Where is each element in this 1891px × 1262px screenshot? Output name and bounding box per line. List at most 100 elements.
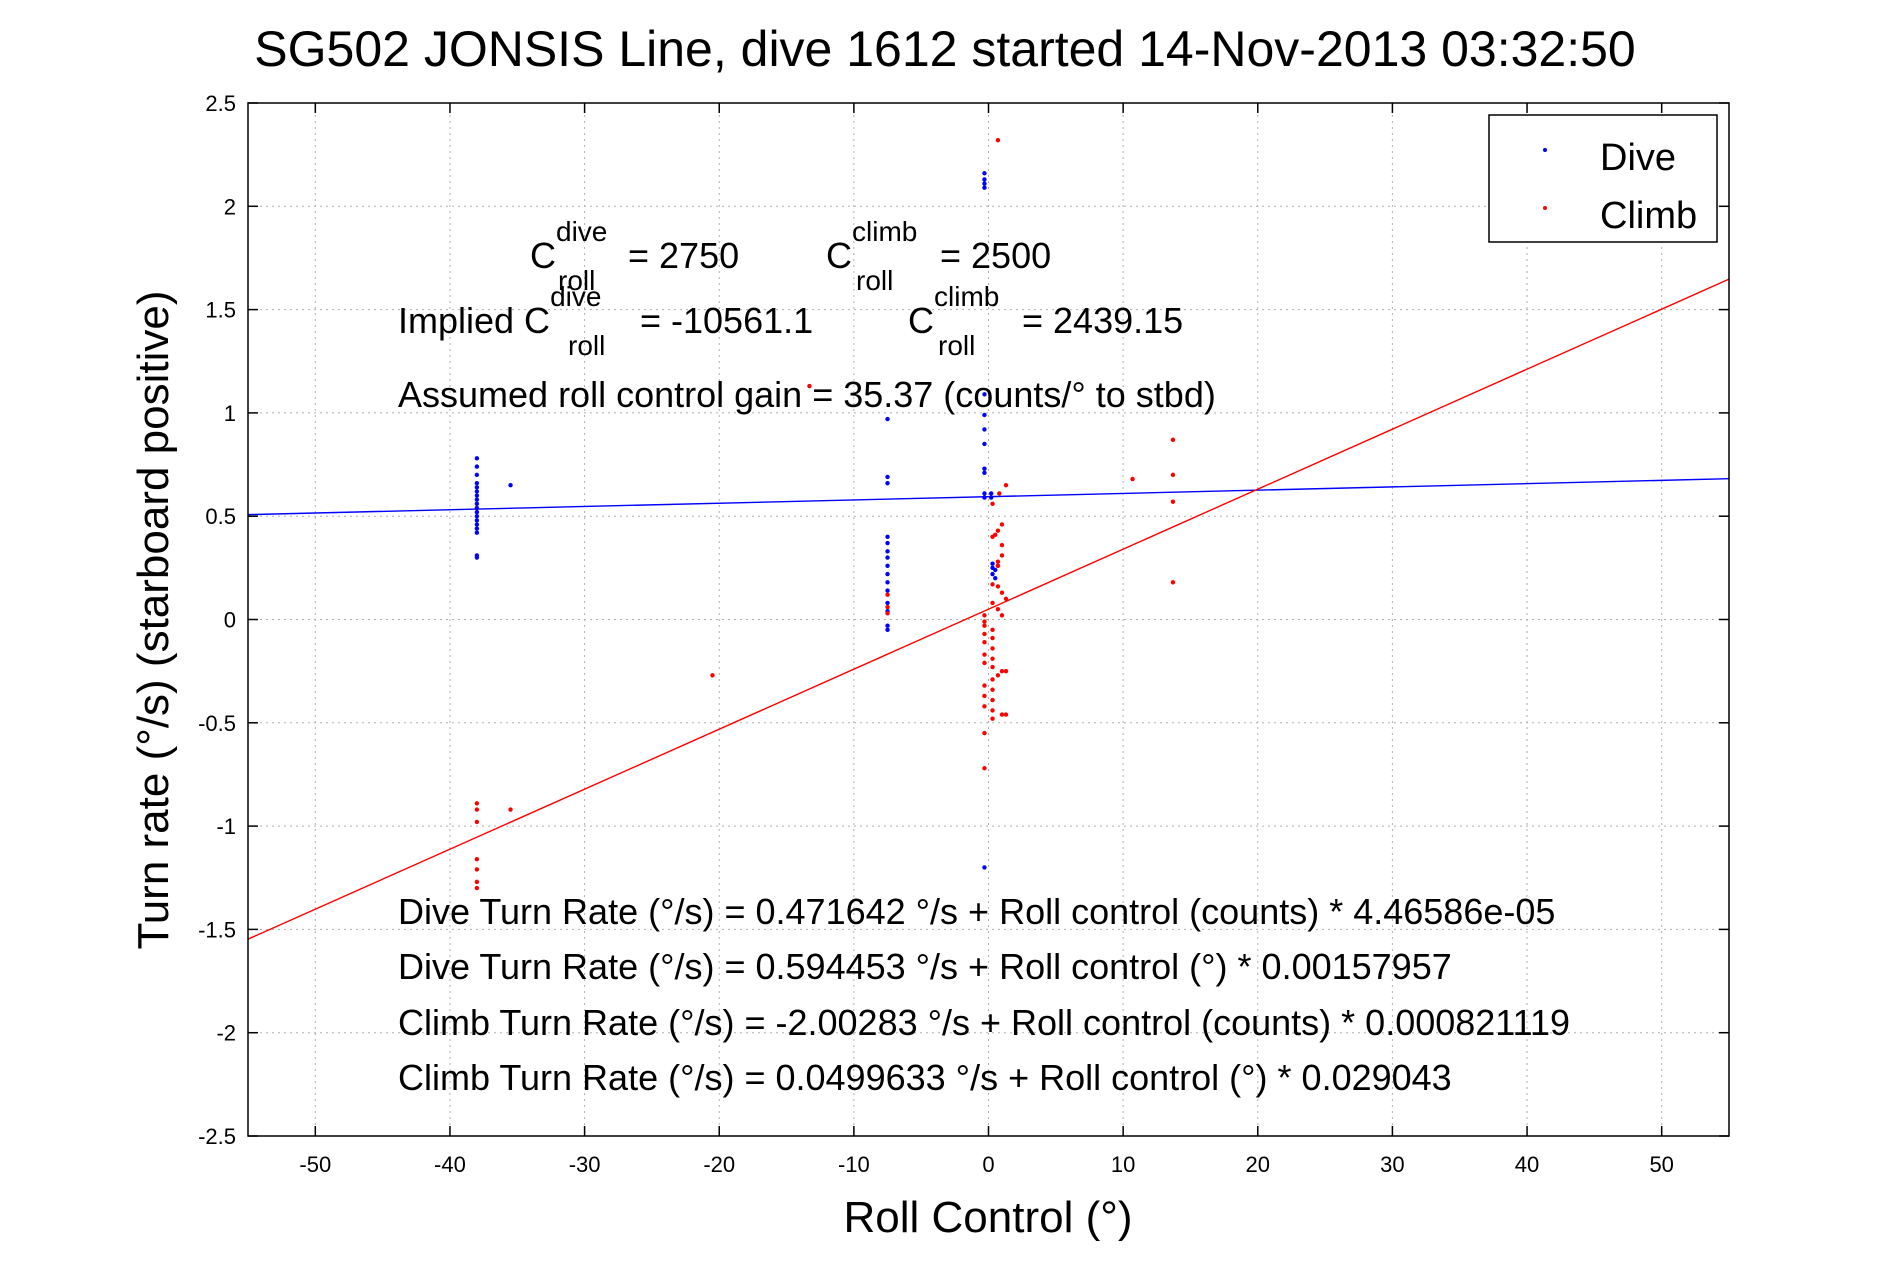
dive-point — [474, 553, 480, 558]
climb-point — [982, 613, 987, 618]
climb-point — [990, 664, 995, 670]
x-tick-label: 40 — [1515, 1152, 1539, 1177]
dive-point — [474, 518, 480, 523]
legend-box — [1488, 114, 1718, 243]
climb-point — [995, 673, 1001, 678]
climb-point — [995, 606, 1001, 612]
y-tick-label: -0.5 — [198, 711, 236, 736]
x-tick-label: 30 — [1380, 1152, 1404, 1177]
dive-fit-line — [247, 478, 1730, 516]
climb-point — [982, 631, 987, 637]
dive-point — [474, 472, 480, 478]
fit-lines — [247, 278, 1730, 940]
dive-point — [982, 185, 987, 190]
dive-point — [885, 623, 890, 628]
climb-point — [999, 590, 1005, 595]
c-climb-base: C — [826, 235, 852, 276]
dive-point — [993, 567, 998, 573]
climb-point — [982, 730, 987, 736]
y-tick-label: 0.5 — [205, 504, 236, 529]
dive-point — [885, 534, 890, 540]
implied-dive-sup: dive — [550, 281, 601, 312]
y-tick-label: -2.5 — [198, 1124, 236, 1149]
climb-point — [474, 879, 480, 885]
climb-point — [474, 819, 480, 825]
x-axis-label: Roll Control (°) — [844, 1193, 1133, 1242]
dive-point — [988, 495, 994, 500]
climb-point — [990, 677, 995, 682]
dive-point — [990, 561, 995, 566]
dive-point — [982, 865, 987, 870]
dive-point — [885, 416, 890, 422]
climb-point — [990, 501, 995, 507]
dive-equation-counts: Dive Turn Rate (°/s) = 0.471642 °/s + Ro… — [398, 891, 1555, 932]
dive-point — [474, 480, 480, 486]
dive-point — [885, 549, 890, 554]
x-tick-label: -50 — [299, 1152, 331, 1177]
climb-point — [1003, 668, 1009, 674]
climb-point — [982, 693, 987, 699]
c-dive-value: = 2750 — [628, 235, 739, 276]
roll-gain-annotation: Assumed roll control gain = 35.37 (count… — [398, 374, 1216, 415]
climb-point — [474, 807, 480, 812]
x-tick-label: -30 — [569, 1152, 601, 1177]
climb-point — [990, 656, 995, 661]
climb-point — [474, 885, 480, 891]
data-points — [474, 137, 1176, 891]
implied-climb-base: C — [908, 300, 934, 341]
climb-point — [999, 542, 1005, 548]
climb-point — [990, 697, 995, 703]
climb-point — [885, 604, 890, 610]
implied-prefix: Implied C — [398, 300, 550, 341]
x-tick-label: -10 — [838, 1152, 870, 1177]
climb-point — [982, 652, 987, 657]
dive-point — [982, 412, 987, 418]
implied-dive-sub: roll — [568, 330, 605, 361]
dive-point — [885, 571, 890, 577]
climb-point — [990, 627, 995, 633]
legend-marker-climb — [1543, 206, 1547, 210]
implied-climb-sup: climb — [934, 281, 999, 312]
climb-point — [710, 673, 715, 678]
climb-point — [990, 708, 995, 713]
climb-point — [982, 766, 987, 771]
dive-point — [474, 497, 480, 502]
climb-point — [508, 807, 513, 812]
c-dive-base: C — [530, 235, 556, 276]
dive-point — [885, 480, 890, 486]
dive-point — [474, 505, 480, 511]
c-climb-value: = 2500 — [940, 235, 1051, 276]
climb-point — [990, 687, 995, 692]
climb-point — [1003, 483, 1009, 488]
c-climb-sub: roll — [856, 265, 893, 296]
climb-point — [982, 660, 987, 666]
dive-point — [982, 171, 987, 176]
dive-point — [474, 509, 480, 515]
climb-point — [474, 856, 480, 862]
dive-point — [982, 495, 987, 500]
legend-label-dive: Dive — [1600, 137, 1676, 179]
climb-point — [997, 491, 1002, 496]
legend-label-climb: Climb — [1600, 195, 1697, 237]
climb-point — [995, 563, 1001, 568]
climb-point — [990, 534, 995, 540]
implied-climb-sub: roll — [938, 330, 975, 361]
c-roll-annotations: Cdive roll = 2750 Cclimb roll = 2500 Implied… — [398, 216, 1183, 361]
climb-point — [982, 623, 987, 628]
implied-climb-value: = 2439.15 — [1022, 300, 1183, 341]
dive-point — [990, 571, 995, 577]
y-tick-label: -1 — [216, 814, 236, 839]
c-climb-sup: climb — [852, 216, 917, 247]
c-dive-sup: dive — [556, 216, 607, 247]
climb-point — [474, 867, 480, 872]
climb-equation-degrees: Climb Turn Rate (°/s) = 0.0499633 °/s + … — [398, 1057, 1452, 1098]
climb-point — [995, 584, 1001, 589]
y-axis-label: Turn rate (°/s) (starboard positive) — [129, 290, 178, 949]
y-tick-label: 1 — [224, 401, 236, 426]
dive-point — [885, 588, 890, 593]
dive-point — [982, 466, 987, 471]
climb-point — [995, 528, 1001, 533]
dive-point — [885, 474, 890, 480]
dive-point — [982, 470, 987, 476]
